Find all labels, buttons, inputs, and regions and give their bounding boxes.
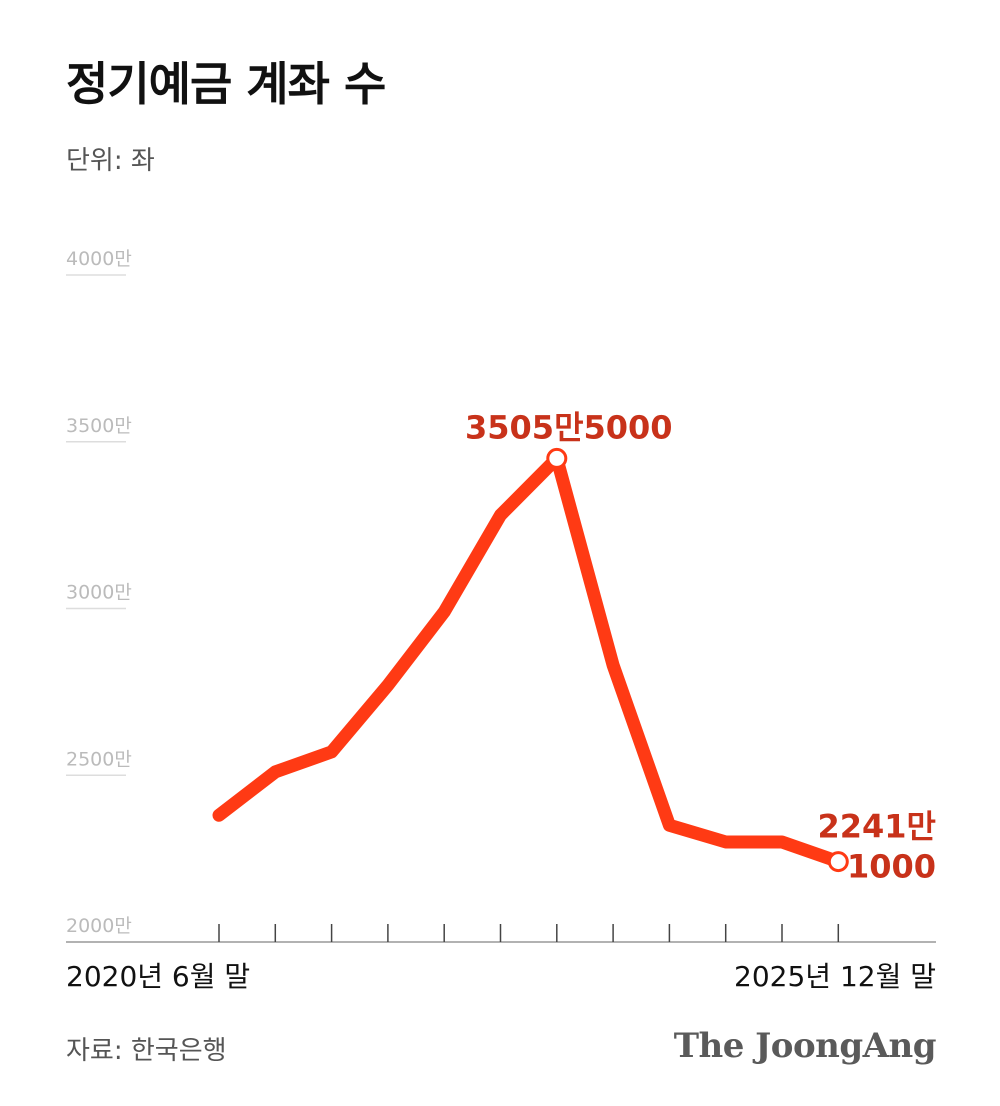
chart-title: 정기예금 계좌 수 xyxy=(66,57,386,111)
publisher-logo: The JoongAng xyxy=(673,1026,937,1066)
data-point xyxy=(387,684,389,686)
data-point xyxy=(443,611,445,613)
series-line-path xyxy=(212,451,845,869)
source-note: 자료: 한국은행 xyxy=(66,1036,227,1066)
data-point xyxy=(218,814,220,816)
y-axis: 4000만 3500만 3000만 2500만 2000만 xyxy=(66,248,132,937)
y-tick-label: 3000만 xyxy=(66,582,132,604)
annotation-marker xyxy=(827,851,849,873)
x-axis: 2020년 6월 말 2025년 12월 말 xyxy=(66,924,936,993)
annotation-label: 3505만5000 xyxy=(465,408,673,446)
data-point xyxy=(500,514,501,516)
data-point xyxy=(725,841,727,843)
annotation-marker xyxy=(546,447,568,469)
unit-label: 단위: 좌 xyxy=(66,146,155,176)
data-point xyxy=(331,751,333,753)
data-point xyxy=(668,824,670,826)
y-tick-label: 2500만 xyxy=(66,748,132,770)
annotation-label: 2241만 xyxy=(817,808,936,846)
x-start-label: 2020년 6월 말 xyxy=(66,960,250,993)
data-point xyxy=(612,664,614,666)
line-chart: 4000만 3500만 3000만 2500만 2000만 2020년 6월 말 2025… xyxy=(66,248,936,993)
data-point xyxy=(274,771,276,773)
y-tick-label: 2000만 xyxy=(66,915,132,937)
x-end-label: 2025년 12월 말 xyxy=(734,960,936,993)
data-point xyxy=(781,841,783,843)
y-tick-label: 3500만 xyxy=(66,415,132,437)
y-tick-label: 4000만 xyxy=(66,248,132,270)
series-line xyxy=(212,451,845,869)
annotation-label: 1000 xyxy=(847,848,936,886)
